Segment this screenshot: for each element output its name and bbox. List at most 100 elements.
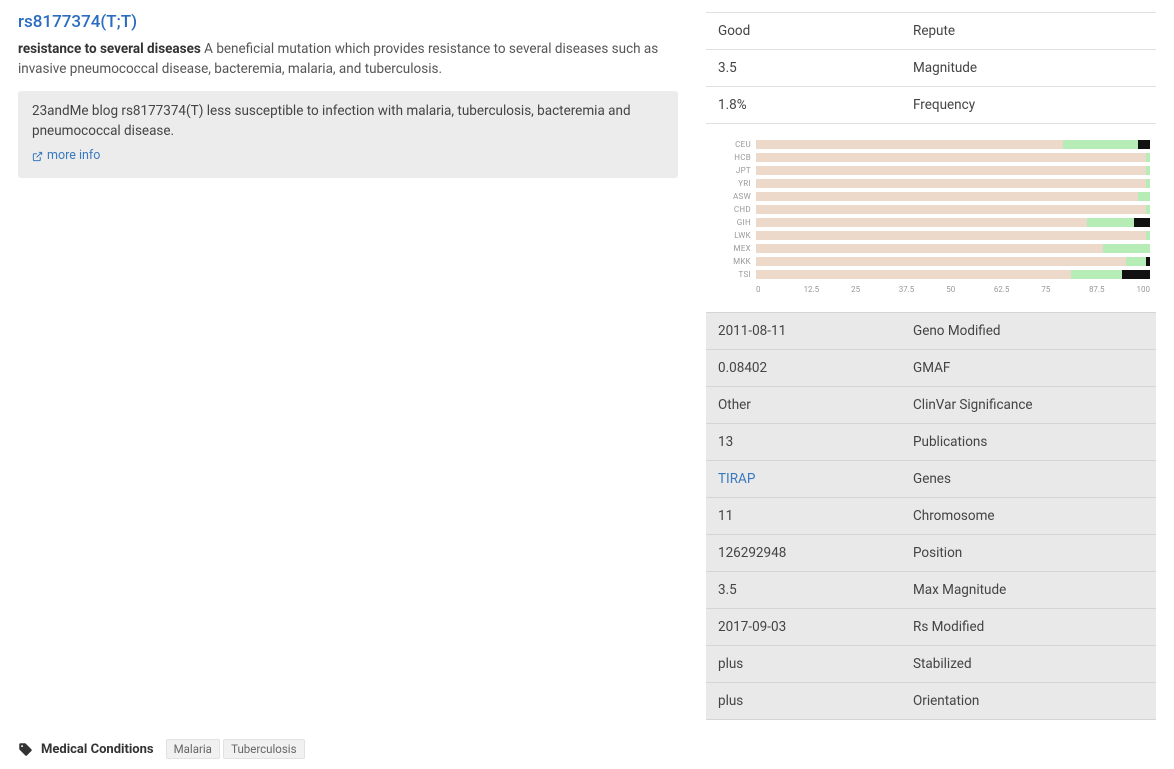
info-box: 23andMe blog rs8177374(T) less susceptib… <box>18 91 678 178</box>
chart-category-label: GIH <box>712 218 756 227</box>
chart-tick: 50 <box>946 285 994 294</box>
condition-tag[interactable]: Malaria <box>166 739 220 759</box>
kv-value: 2011-08-11 <box>706 313 901 350</box>
chart-tick: 100 <box>1137 285 1151 294</box>
chart-row: LWK <box>712 229 1150 241</box>
chart-bar <box>756 270 1150 279</box>
table-row: 126292948Position <box>706 535 1156 572</box>
kv-label: Repute <box>901 13 1156 50</box>
kv-label: Stabilized <box>901 646 1156 683</box>
summary-text: resistance to several diseases A benefic… <box>18 40 678 79</box>
table-row: plusStabilized <box>706 646 1156 683</box>
chart-category-label: ASW <box>712 192 756 201</box>
chart-row: HCB <box>712 151 1150 163</box>
kv-label: Chromosome <box>901 498 1156 535</box>
chart-row: YRI <box>712 177 1150 189</box>
kv-label: Frequency <box>901 87 1156 124</box>
table-row: 3.5Max Magnitude <box>706 572 1156 609</box>
summary-table: GoodRepute3.5Magnitude1.8%Frequency <box>706 12 1156 124</box>
chart-category-label: MKK <box>712 257 756 266</box>
chart-tick: 0 <box>756 285 804 294</box>
table-row: 2011-08-11Geno Modified <box>706 313 1156 350</box>
chart-row: CEU <box>712 138 1150 150</box>
kv-label: Publications <box>901 424 1156 461</box>
gene-link[interactable]: TIRAP <box>718 471 755 487</box>
summary-bold: resistance to several diseases <box>18 41 201 57</box>
chart-category-label: HCB <box>712 153 756 162</box>
chart-row: MKK <box>712 255 1150 267</box>
chart-tick: 25 <box>851 285 899 294</box>
tag-icon <box>18 742 33 757</box>
chart-bar <box>756 205 1150 214</box>
kv-label: Max Magnitude <box>901 572 1156 609</box>
chart-row: JPT <box>712 164 1150 176</box>
external-link-icon <box>32 151 43 162</box>
chart-x-axis: 012.52537.55062.57587.5100 <box>756 285 1150 294</box>
kv-label: Magnitude <box>901 50 1156 87</box>
table-row: OtherClinVar Significance <box>706 387 1156 424</box>
table-row: 0.08402GMAF <box>706 350 1156 387</box>
chart-row: GIH <box>712 216 1150 228</box>
kv-value: 3.5 <box>706 572 901 609</box>
table-row: TIRAP Genes <box>706 461 1156 498</box>
chart-bar <box>756 244 1150 253</box>
footer-section-title: Medical Conditions <box>41 742 154 757</box>
condition-tag[interactable]: Tuberculosis <box>223 739 304 759</box>
chart-bar <box>756 166 1150 175</box>
chart-tick: 37.5 <box>899 285 947 294</box>
kv-label: Position <box>901 535 1156 572</box>
chart-category-label: JPT <box>712 166 756 175</box>
chart-row: ASW <box>712 190 1150 202</box>
table-row: 1.8%Frequency <box>706 87 1156 124</box>
chart-bar <box>756 153 1150 162</box>
kv-value: 3.5 <box>706 50 901 87</box>
chart-bar <box>756 218 1150 227</box>
table-row: plusOrientation <box>706 683 1156 720</box>
chart-tick: 62.5 <box>994 285 1042 294</box>
kv-value: plus <box>706 646 901 683</box>
medical-conditions-footer: Medical Conditions Malaria Tuberculosis <box>18 742 1156 757</box>
table-row: 11Chromosome <box>706 498 1156 535</box>
kv-value: 126292948 <box>706 535 901 572</box>
frequency-chart: CEU HCB JPT YRI ASW CHD GIH LWK MEX MKK TSI 012.52… <box>706 138 1156 294</box>
kv-label: GMAF <box>901 350 1156 387</box>
kv-label: ClinVar Significance <box>901 387 1156 424</box>
kv-value: 0.08402 <box>706 350 901 387</box>
chart-category-label: TSI <box>712 270 756 279</box>
details-table: 2011-08-11Geno Modified0.08402GMAFOtherC… <box>706 312 1156 720</box>
chart-row: TSI <box>712 268 1150 280</box>
kv-label: Geno Modified <box>901 313 1156 350</box>
chart-category-label: CEU <box>712 140 756 149</box>
kv-label: Rs Modified <box>901 609 1156 646</box>
chart-bar <box>756 179 1150 188</box>
kv-value: 1.8% <box>706 87 901 124</box>
kv-value: plus <box>706 683 901 720</box>
kv-value: 13 <box>706 424 901 461</box>
snp-title-link[interactable]: rs8177374(T;T) <box>18 12 137 32</box>
kv-value: 2017-09-03 <box>706 609 901 646</box>
kv-label: Genes <box>901 461 1156 498</box>
blurb-text: 23andMe blog rs8177374(T) less susceptib… <box>32 103 631 139</box>
chart-tick: 12.5 <box>804 285 852 294</box>
chart-category-label: MEX <box>712 244 756 253</box>
kv-value: Good <box>706 13 901 50</box>
chart-tick: 87.5 <box>1089 285 1137 294</box>
chart-bar <box>756 257 1150 266</box>
table-row: 2017-09-03Rs Modified <box>706 609 1156 646</box>
table-row: 13Publications <box>706 424 1156 461</box>
kv-value: 11 <box>706 498 901 535</box>
chart-category-label: LWK <box>712 231 756 240</box>
chart-tick: 75 <box>1041 285 1089 294</box>
kv-label: Orientation <box>901 683 1156 720</box>
kv-value: Other <box>706 387 901 424</box>
kv-value: TIRAP <box>706 461 901 498</box>
table-row: GoodRepute <box>706 13 1156 50</box>
more-info-label: more info <box>47 147 100 165</box>
table-row: 3.5Magnitude <box>706 50 1156 87</box>
chart-category-label: YRI <box>712 179 756 188</box>
chart-bar <box>756 140 1150 149</box>
chart-category-label: CHD <box>712 205 756 214</box>
chart-bar <box>756 192 1150 201</box>
more-info-link[interactable]: more info <box>32 147 100 165</box>
chart-bar <box>756 231 1150 240</box>
